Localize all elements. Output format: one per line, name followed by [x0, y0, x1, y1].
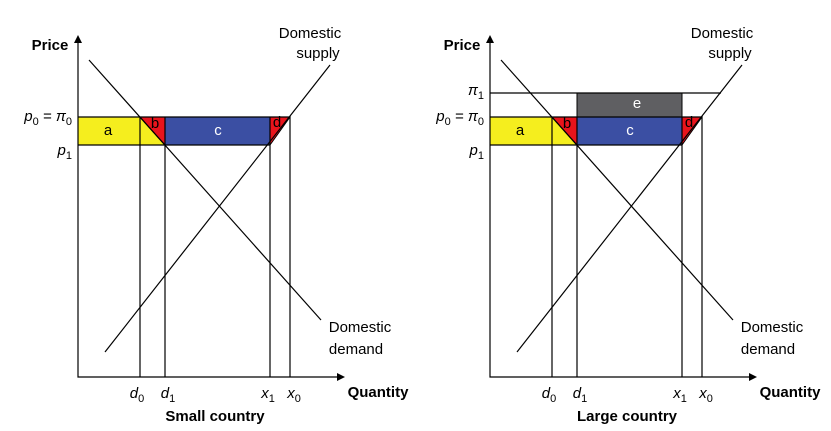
arrow	[337, 373, 345, 381]
label-sub: 1	[681, 393, 687, 405]
price-label: p0 = π0	[435, 108, 484, 128]
label-main: π	[468, 82, 479, 99]
price-label: π1	[468, 82, 484, 102]
region-label: c	[214, 122, 222, 139]
demand-label: demand	[329, 341, 383, 358]
label-sub: 1	[581, 393, 587, 405]
demand-label: Domestic	[329, 319, 392, 336]
panel-title: Large country	[577, 408, 678, 425]
region-label: d	[685, 114, 693, 131]
arrow	[74, 35, 82, 43]
supply-curve	[104, 64, 331, 353]
x-axis-label: Quantity	[760, 384, 821, 401]
label-sub: 0	[33, 116, 39, 128]
y-axis-label: Price	[444, 37, 481, 54]
label-main: d	[542, 385, 551, 402]
axes	[489, 41, 751, 378]
label-main: = π	[39, 108, 67, 125]
label-sub: 1	[478, 90, 484, 102]
label-main: p	[23, 108, 32, 125]
region-label: d	[273, 114, 281, 131]
region-c	[164, 116, 271, 146]
quantity-label: d0	[542, 385, 556, 405]
label-sub: 0	[445, 116, 451, 128]
label-sub: 1	[169, 393, 175, 405]
supply-label: supply	[296, 45, 340, 62]
region-label: c	[626, 122, 634, 139]
label-sub: 0	[550, 393, 556, 405]
arrow	[486, 35, 494, 43]
supply-label: supply	[708, 45, 752, 62]
region-e	[576, 92, 683, 118]
price-label: p0 = π0	[23, 108, 72, 128]
axes	[77, 41, 339, 378]
demand-label: Domestic	[741, 319, 804, 336]
label-main: x	[698, 385, 707, 402]
label-sub: 0	[707, 393, 713, 405]
panel-title: Small country	[165, 408, 265, 425]
quantity-label: x0	[698, 385, 713, 405]
quantity-label: x1	[672, 385, 687, 405]
label-sub: 1	[269, 393, 275, 405]
label-main: p	[435, 108, 444, 125]
y-axis-label: Price	[32, 37, 69, 54]
region-label: b	[563, 115, 571, 132]
price-label: p1	[469, 142, 484, 162]
label-main: d	[161, 385, 170, 402]
label-main: p	[57, 142, 66, 159]
label-sub: 1	[478, 150, 484, 162]
label-sub: 1	[66, 150, 72, 162]
quantity-label: d1	[573, 385, 587, 405]
label-sub: 0	[138, 393, 144, 405]
quantity-label: d1	[161, 385, 175, 405]
supply-label: Domestic	[279, 25, 342, 42]
quantity-label: x1	[260, 385, 275, 405]
region-label: a	[516, 122, 525, 139]
label-sub: 0	[478, 116, 484, 128]
demand-curve	[88, 59, 322, 321]
demand-label: demand	[741, 341, 795, 358]
label-main: d	[130, 385, 139, 402]
label-main: p	[469, 142, 478, 159]
price-label: p1	[57, 142, 72, 162]
supply-label: Domestic	[691, 25, 754, 42]
label-main: x	[672, 385, 681, 402]
region-label: a	[104, 122, 113, 139]
quantity-label: d0	[130, 385, 144, 405]
label-main: = π	[451, 108, 479, 125]
label-main: d	[573, 385, 582, 402]
region-label: e	[633, 95, 641, 112]
region-label: b	[151, 115, 159, 132]
arrow	[749, 373, 757, 381]
label-sub: 0	[66, 116, 72, 128]
quantity-label: x0	[286, 385, 301, 405]
label-main: x	[286, 385, 295, 402]
x-axis-label: Quantity	[348, 384, 409, 401]
label-main: x	[260, 385, 269, 402]
label-sub: 0	[295, 393, 301, 405]
demand-curve	[500, 59, 734, 321]
supply-curve	[516, 64, 743, 353]
